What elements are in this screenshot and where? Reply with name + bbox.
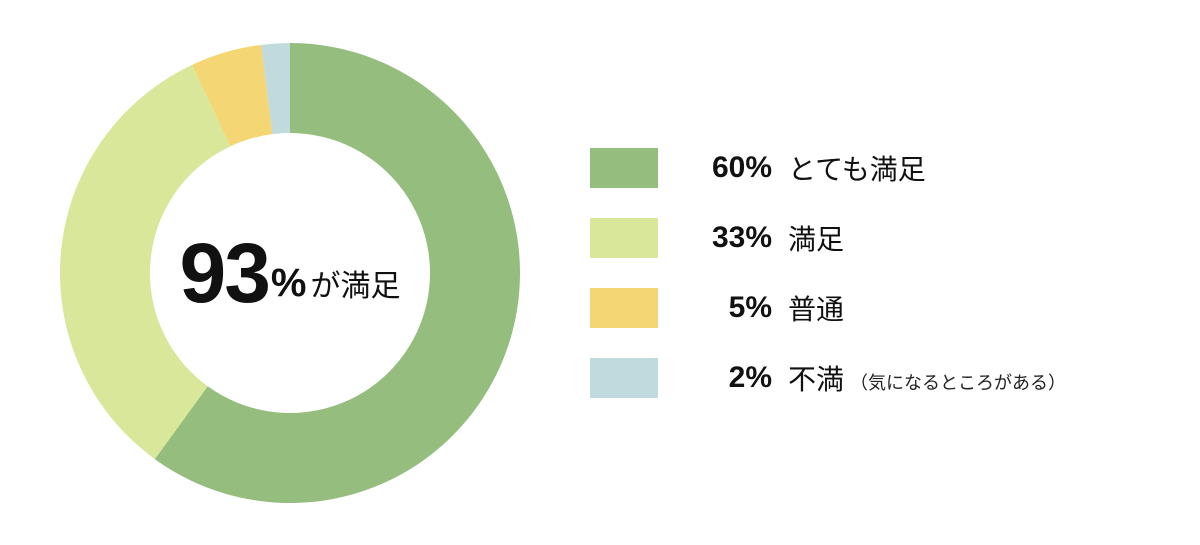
legend-swatch [590,288,658,328]
legend-label: 満足 [788,218,850,258]
legend-swatch [590,218,658,258]
legend-swatch [590,358,658,398]
legend-percent: 60% [658,151,788,185]
legend-percent: 2% [658,361,788,395]
legend-label: 普通 [788,288,850,328]
legend-row: 60% とても満足 [590,148,1160,188]
center-big-number: 93 [179,226,268,320]
legend-row: 5% 普通 [590,288,1160,328]
legend-swatch [590,148,658,188]
center-percent-symbol: % [271,261,307,305]
legend-label: 不満（気になるところがある） [788,358,1066,398]
donut-chart: 93%が満足 [0,0,580,545]
center-suffix: が満足 [311,270,401,303]
donut-wrap: 93%が満足 [60,43,520,503]
donut-center-label: 93%が満足 [179,231,400,315]
legend-label: とても満足 [788,148,932,188]
legend-percent: 33% [658,221,788,255]
legend-row: 33% 満足 [590,218,1160,258]
legend-percent: 5% [658,291,788,325]
legend: 60% とても満足 33% 満足 5% 普通 2% 不満（気になるところがある） [580,118,1200,428]
legend-row: 2% 不満（気になるところがある） [590,358,1160,398]
